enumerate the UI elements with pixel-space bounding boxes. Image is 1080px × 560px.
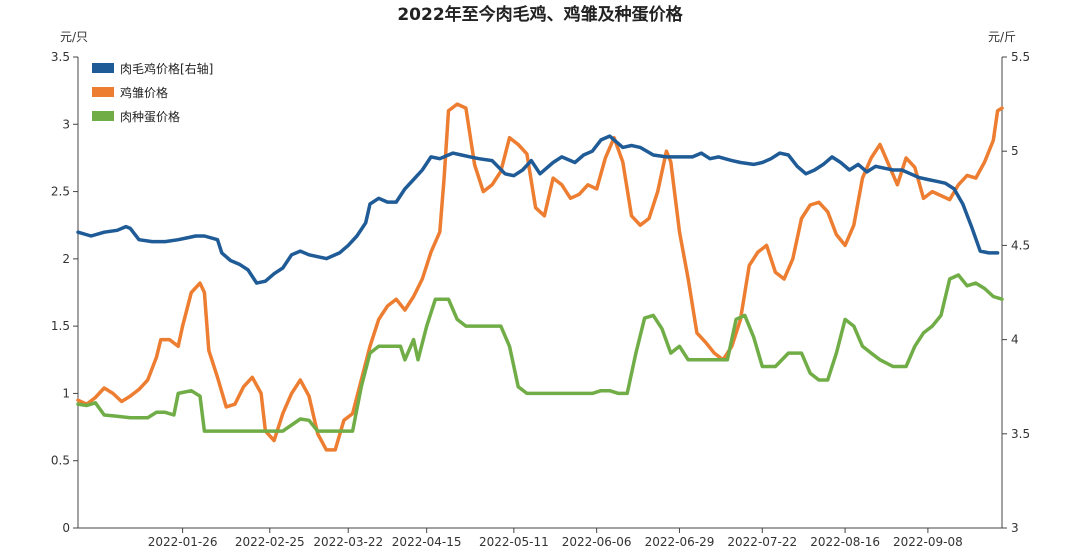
series-line-2 bbox=[76, 273, 1004, 433]
x-tick-label: 2022-02-25 bbox=[235, 535, 305, 549]
series-line-1 bbox=[76, 102, 1004, 452]
right-tick-label: 4.5 bbox=[1011, 238, 1030, 252]
right-tick-label: 3.5 bbox=[1011, 427, 1030, 441]
left-axis-ticks: 0 0.5 1 1.5 2 2.5 3 3.5 bbox=[51, 50, 78, 535]
x-tick-label: 2022-04-15 bbox=[392, 535, 462, 549]
x-tick-label: 2022-03-22 bbox=[313, 535, 383, 549]
x-tick-label: 2022-06-29 bbox=[645, 535, 715, 549]
legend-label: 肉毛鸡价格[右轴] bbox=[120, 61, 213, 76]
left-axis-unit: 元/只 bbox=[60, 30, 88, 44]
legend-swatch bbox=[92, 111, 114, 121]
right-axis-ticks: 3 3.5 4 4.5 5 5.5 bbox=[1002, 50, 1030, 535]
legend-swatch bbox=[92, 87, 114, 97]
chart-title: 2022年至今肉毛鸡、鸡雏及种蛋价格 bbox=[397, 4, 683, 25]
legend-swatch bbox=[92, 63, 114, 73]
x-tick-label: 2022-07-22 bbox=[727, 535, 797, 549]
left-tick-label: 3.5 bbox=[51, 50, 70, 64]
right-tick-label: 5.5 bbox=[1011, 50, 1030, 64]
series-layer bbox=[76, 102, 1004, 452]
left-tick-label: 2 bbox=[62, 252, 70, 266]
right-tick-label: 4 bbox=[1011, 333, 1019, 347]
x-tick-label: 2022-06-06 bbox=[562, 535, 632, 549]
x-tick-label: 2022-01-26 bbox=[148, 535, 218, 549]
left-tick-label: 1.5 bbox=[51, 319, 70, 333]
x-tick-label: 2022-09-08 bbox=[893, 535, 963, 549]
left-tick-label: 3 bbox=[62, 117, 70, 131]
x-tick-label: 2022-05-11 bbox=[479, 535, 549, 549]
legend-label: 肉种蛋价格 bbox=[120, 109, 180, 124]
right-tick-label: 3 bbox=[1011, 521, 1019, 535]
right-axis-unit: 元/斤 bbox=[988, 30, 1016, 44]
right-tick-label: 5 bbox=[1011, 144, 1019, 158]
left-tick-label: 2.5 bbox=[51, 185, 70, 199]
series-line-0 bbox=[76, 134, 1000, 285]
x-axis-ticks: 2022-01-26 2022-02-25 2022-03-22 2022-04-15… bbox=[148, 528, 963, 549]
x-tick-label: 2022-08-16 bbox=[810, 535, 880, 549]
legend-label: 鸡雏价格 bbox=[120, 85, 168, 100]
left-tick-label: 1 bbox=[62, 386, 70, 400]
left-tick-label: 0.5 bbox=[51, 454, 70, 468]
left-tick-label: 0 bbox=[62, 521, 70, 535]
